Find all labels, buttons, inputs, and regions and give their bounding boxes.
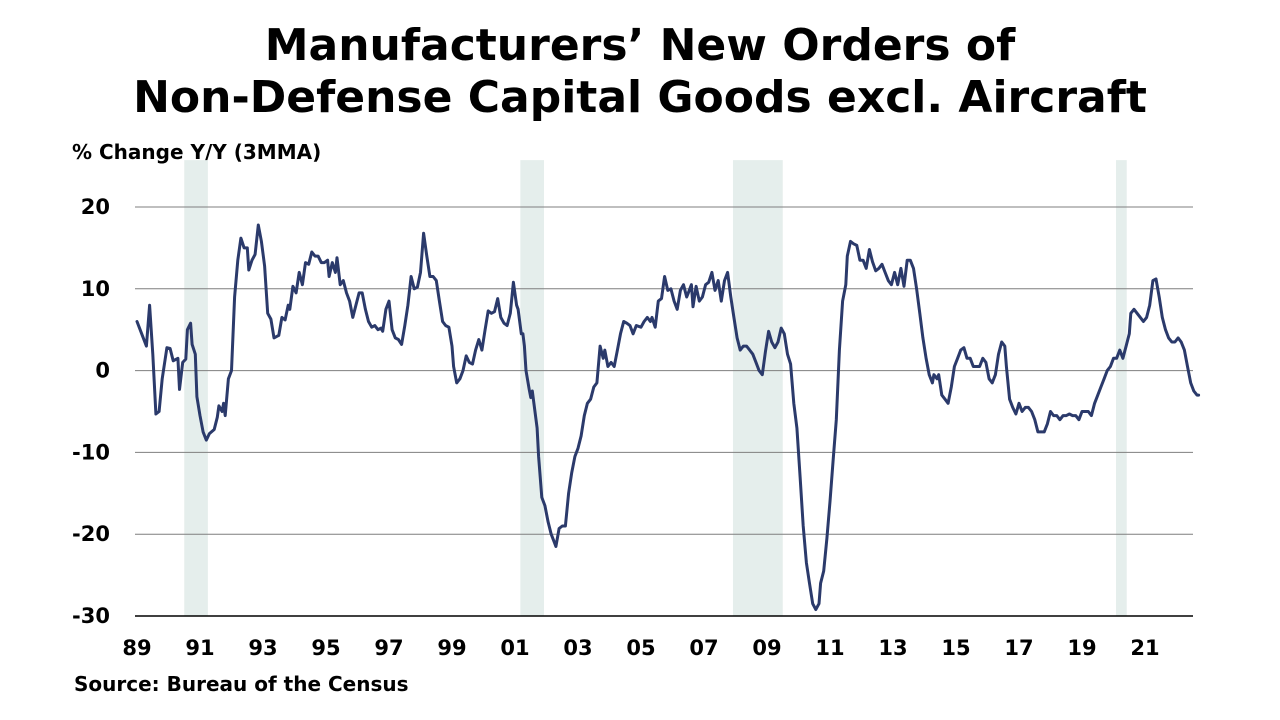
x-tick-label: 19: [1067, 636, 1096, 660]
y-tick-label: -30: [72, 604, 110, 628]
x-tick-label: 07: [689, 636, 718, 660]
y-tick-label: 10: [81, 277, 110, 301]
x-tick-label: 93: [248, 636, 277, 660]
x-tick-label: 17: [1004, 636, 1033, 660]
source-note: Source: Bureau of the Census: [74, 672, 409, 696]
y-tick-label: -10: [72, 440, 110, 464]
x-tick-label: 11: [815, 636, 844, 660]
y-tick-label: 20: [81, 195, 110, 219]
x-tick-label: 91: [185, 636, 214, 660]
x-tick-label: 09: [752, 636, 781, 660]
x-tick-label: 13: [878, 636, 907, 660]
x-tick-label: 03: [563, 636, 592, 660]
y-axis-subtitle: % Change Y/Y (3MMA): [72, 140, 322, 164]
x-tick-label: 15: [941, 636, 970, 660]
recession-band: [732, 160, 783, 616]
title-line-1: Manufacturers’ New Orders of: [264, 20, 1016, 71]
x-tick-label: 97: [374, 636, 403, 660]
title-line-2: Non-Defense Capital Goods excl. Aircraft: [133, 72, 1147, 123]
x-tick-label: 05: [626, 636, 655, 660]
x-tick-label: 89: [122, 636, 151, 660]
recession-band: [520, 160, 544, 616]
chart-title: Manufacturers’ New Orders of Non-Defense…: [0, 20, 1280, 124]
x-tick-label: 21: [1130, 636, 1159, 660]
x-tick-label: 01: [500, 636, 529, 660]
y-tick-label: -20: [72, 522, 110, 546]
recession-band: [1116, 160, 1127, 616]
series-line: [135, 223, 1201, 611]
x-tick-label: 95: [311, 636, 340, 660]
y-tick-label: 0: [95, 359, 110, 383]
x-tick-label: 99: [437, 636, 466, 660]
